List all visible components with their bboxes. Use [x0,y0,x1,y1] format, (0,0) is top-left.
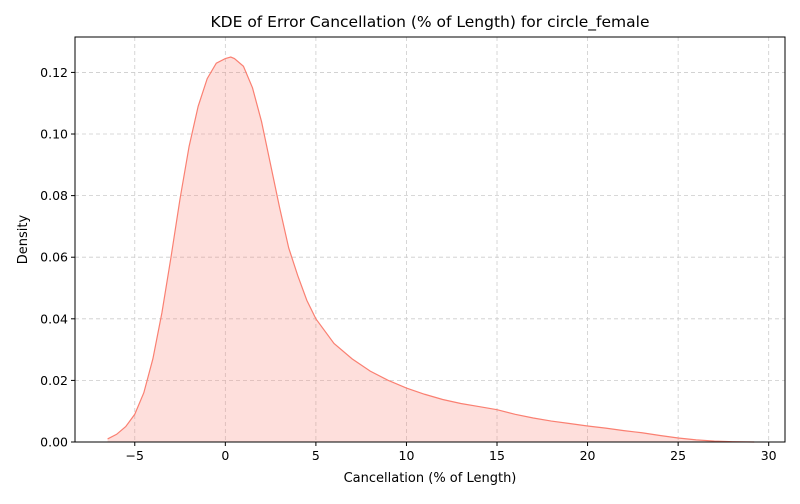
x-axis-label: Cancellation (% of Length) [344,471,517,486]
y-tick-label: 0.08 [40,188,68,203]
y-tick-label: 0.06 [40,250,68,265]
y-tick-label: 0.10 [40,127,68,142]
y-axis-label: Density [16,214,31,264]
x-tick-label: 25 [670,448,686,463]
y-tick-label: 0.02 [40,373,68,388]
plot-frame [74,36,786,443]
kde-line [107,56,755,443]
grid-layer [75,37,785,443]
tick-layer: −5 0 5 10 15 20 25 30 0.00 0.02 0.04 0.06 0.08 0.10 0.… [40,65,777,463]
y-tick-label: 0.12 [40,65,68,80]
x-tick-label: 15 [489,448,505,463]
x-tick-label: 5 [312,448,320,463]
x-tick-label: 0 [221,448,229,463]
y-tick-label: 0.00 [40,435,68,450]
x-tick-label: 10 [399,448,415,463]
x-tick-label: 20 [580,448,596,463]
x-tick-label: −5 [126,448,144,463]
area-layer [107,56,755,443]
kde-area-fill [107,57,755,443]
y-tick-label: 0.04 [40,311,68,326]
x-tick-label: 30 [761,448,777,463]
chart-title: KDE of Error Cancellation (% of Length) … [211,13,650,32]
